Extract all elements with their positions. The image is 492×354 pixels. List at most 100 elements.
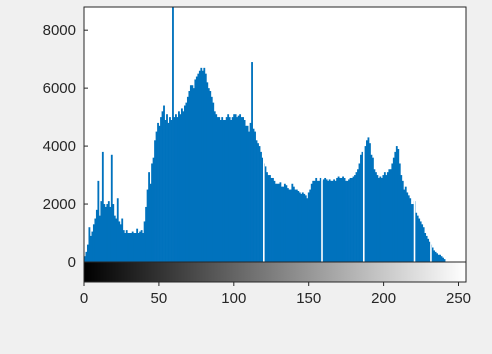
histogram-bar [297,191,300,262]
histogram-bar [333,179,336,262]
histogram-bar [376,175,379,262]
histogram-bar [327,180,330,262]
histogram-bar [280,186,283,262]
histogram-bar [292,186,295,262]
histogram-bar [237,115,240,262]
histogram-bar [155,131,158,262]
histogram-bar [312,180,315,262]
histogram-bar [112,204,115,262]
histogram-bar [419,221,422,262]
histogram-bar [382,175,385,262]
histogram-bar [431,247,434,262]
y-tick-label: 2000 [43,196,76,213]
histogram-bar [394,151,397,262]
histogram-bar [272,177,274,262]
histogram-bar [136,228,139,262]
histogram-bar [146,189,149,262]
histogram-bar [97,180,100,262]
histogram-bar [186,96,189,262]
histogram-bar [163,105,165,263]
histogram-bar [388,169,391,262]
histogram-bar [151,163,153,262]
histogram-bar [331,180,334,262]
histogram-bar [148,172,150,262]
histogram-bar [113,215,116,262]
histogram-bar [369,143,371,262]
histogram-bar [215,114,218,262]
grayscale-colorbar [83,261,467,283]
histogram-bar [442,257,444,262]
histogram-bar [180,108,183,262]
y-tick-label: 8000 [43,22,76,39]
histogram-bar [245,125,247,262]
histogram-bar [127,233,130,262]
histogram-bar [203,67,206,262]
histogram-bar [400,175,403,262]
histogram-bar [169,117,171,262]
histogram-bar [291,183,294,262]
histogram-bar [160,117,162,262]
histogram-bar [134,233,137,262]
histogram-bar [115,218,118,262]
histogram-bar [301,192,304,262]
histogram-bar [379,176,382,262]
histogram-bar [282,186,285,262]
histogram-bar [440,256,443,262]
histogram-bar [424,233,427,262]
histogram-bar [210,96,213,262]
histogram-bar [149,183,152,262]
histogram-bar [142,233,145,262]
histogram-bar [234,114,237,262]
histogram-bar [86,244,89,262]
histogram-bar [316,180,319,262]
histogram-bar [206,82,209,262]
histogram-bar [110,154,113,262]
histogram-bar [122,230,125,263]
histogram-bar [288,189,291,262]
histogram-bar [392,157,395,262]
histogram-bar [276,183,279,262]
histogram-bar [191,85,194,263]
histogram-bar [164,120,167,262]
histogram-bar [227,114,230,262]
histogram-bar [418,218,421,262]
x-tick-label: 50 [151,290,168,307]
histogram-bar [342,176,344,262]
histogram-bar [434,251,437,262]
histogram-bar [313,180,316,262]
histogram-bar [395,146,398,262]
histogram-bar [125,230,128,263]
histogram-bar [242,117,245,262]
histogram-bar [412,204,415,262]
histogram-bar [101,151,104,262]
histogram-bar [107,201,110,262]
x-tick-label: 250 [446,290,471,307]
histogram-bar [252,128,255,262]
histogram-bar [319,177,322,262]
histogram-bar [230,120,233,262]
histogram-bar [285,185,288,262]
histogram-bar [270,177,273,262]
histogram-bar [198,70,201,262]
histogram-bar [425,235,428,262]
histogram-bar [374,172,377,262]
histogram-bar [143,221,146,262]
histogram-bar [236,117,239,262]
histogram-bar [172,7,174,262]
histogram-bar [415,212,418,262]
histogram-bar [279,182,282,262]
histogram-bar [383,172,386,262]
histogram-bar [179,114,182,262]
histogram-bar [194,79,197,262]
histogram-bar [212,102,215,263]
histogram-bar [443,259,446,262]
histogram-bar [204,73,207,263]
x-tick-label: 0 [80,290,88,307]
histogram-bar [427,238,430,262]
histogram-bar [334,180,337,262]
histogram-bar [240,117,243,262]
histogram-bar [98,215,101,262]
histogram-bar [106,204,109,262]
histogram-bar [318,180,321,262]
histogram-bar [243,120,246,262]
